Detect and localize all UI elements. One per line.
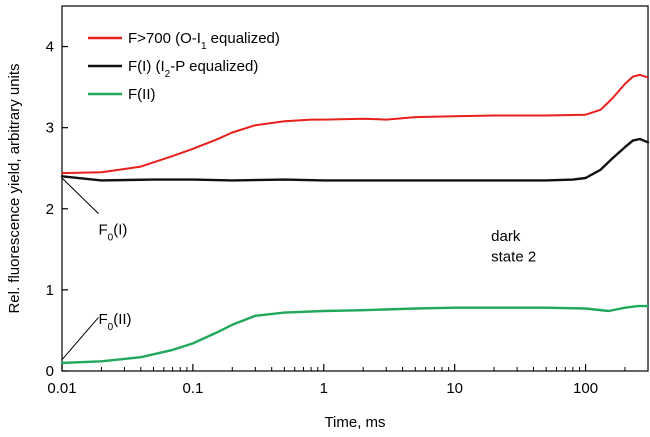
annotation-label: F0(I) xyxy=(98,222,127,244)
y-tick-label: 4 xyxy=(46,39,54,56)
legend-label: F>700 (O-I1 equalized) xyxy=(128,30,280,52)
legend-label: F(I) (I2-P equalized) xyxy=(128,58,258,80)
y-axis-label: Rel. fluorescence yield, arbitrary units xyxy=(6,63,23,313)
annotation-label: dark xyxy=(491,228,521,245)
x-tick-label: 0.01 xyxy=(47,380,76,397)
series-line-2 xyxy=(60,137,650,182)
annotation-label: F0(II) xyxy=(98,311,131,333)
y-tick-label: 3 xyxy=(46,120,54,137)
series-line-1 xyxy=(61,73,649,175)
y-tick-label: 2 xyxy=(46,201,54,218)
x-tick-label: 100 xyxy=(573,380,598,397)
x-tick-label: 10 xyxy=(446,380,463,397)
annotation-label: state 2 xyxy=(491,249,536,266)
x-tick-label: 0.1 xyxy=(182,380,203,397)
annotation-pointer xyxy=(61,177,99,215)
legend-label: F(II) xyxy=(128,86,156,103)
y-tick-label: 1 xyxy=(46,282,54,299)
x-axis-label: Time, ms xyxy=(324,414,385,431)
series-line-3 xyxy=(60,304,650,365)
annotation-pointer xyxy=(61,317,99,360)
plot-frame xyxy=(61,5,649,372)
x-tick-label: 1 xyxy=(320,380,328,397)
y-tick-label: 0 xyxy=(46,363,54,380)
